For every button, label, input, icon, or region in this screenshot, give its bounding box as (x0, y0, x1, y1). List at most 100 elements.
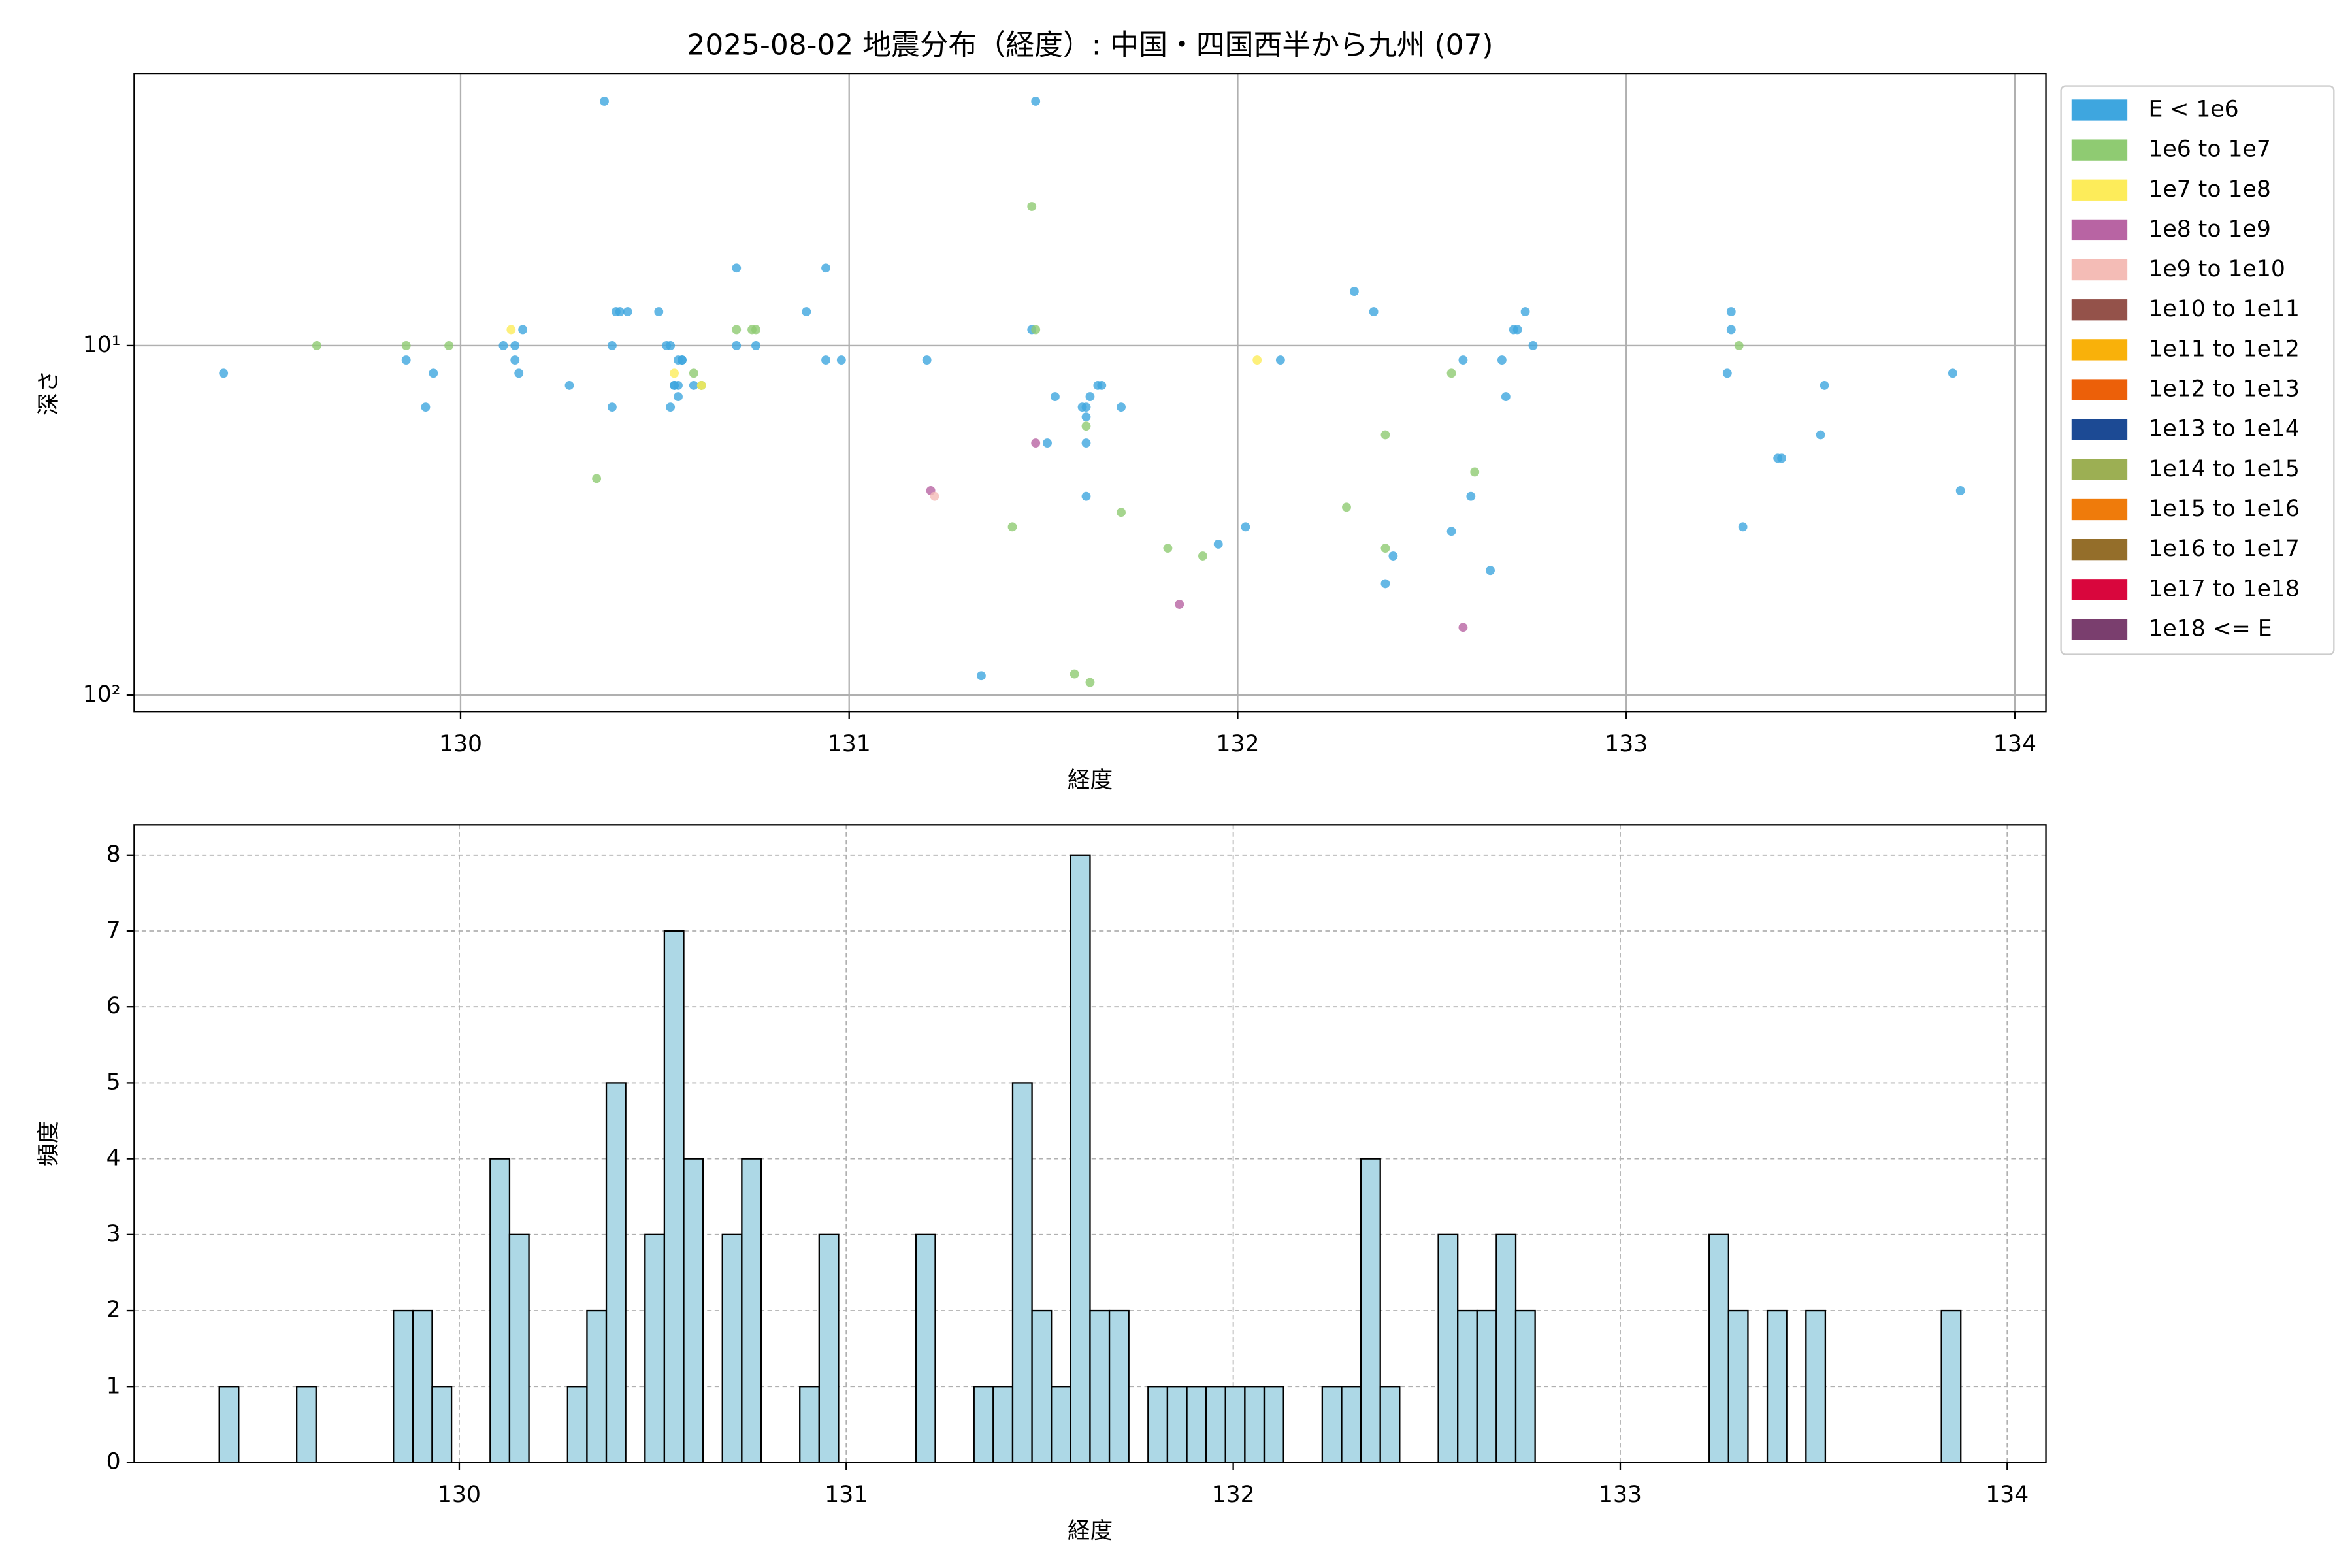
point (1085, 392, 1095, 402)
point (732, 325, 742, 335)
x-tick-label: 130 (439, 731, 482, 757)
point (1726, 307, 1736, 317)
point (1070, 669, 1079, 679)
x-tick-label: 133 (1599, 1482, 1642, 1508)
point (444, 341, 454, 350)
point (1213, 539, 1223, 549)
x-tick-label: 131 (828, 731, 871, 757)
point (1081, 438, 1091, 448)
bar (296, 1386, 317, 1463)
legend-label: 1e18 <= E (2148, 615, 2272, 642)
bar (1514, 1309, 1536, 1463)
y-tick-label: 10² (83, 681, 121, 708)
bar (1108, 1309, 1130, 1463)
bar (1341, 1386, 1362, 1463)
point (506, 325, 516, 335)
bar (1495, 1233, 1517, 1463)
bar (1321, 1386, 1343, 1463)
bar (799, 1386, 820, 1463)
bar (721, 1233, 743, 1463)
x-axis-label: 経度 (1068, 1518, 1113, 1544)
point (751, 341, 760, 350)
bar (1708, 1233, 1729, 1463)
point (1031, 325, 1041, 335)
bar (586, 1309, 608, 1463)
point (1380, 579, 1390, 589)
bar (508, 1233, 530, 1463)
bar (393, 1309, 414, 1463)
bar (973, 1386, 994, 1463)
point (836, 355, 846, 365)
y-tick-label: 10¹ (83, 332, 121, 358)
bar (1089, 1309, 1111, 1463)
point (401, 341, 411, 350)
point (1501, 392, 1511, 402)
y-tick-label: 6 (106, 993, 121, 1019)
point (1252, 355, 1262, 365)
bar (218, 1386, 240, 1463)
point (732, 341, 742, 350)
legend-swatch (2071, 419, 2128, 440)
point (312, 341, 321, 350)
x-tick-label: 132 (1216, 731, 1259, 757)
bar (683, 1158, 704, 1463)
y-tick-label: 1 (106, 1373, 121, 1399)
point (1380, 544, 1390, 553)
point (510, 341, 520, 350)
point (821, 263, 830, 273)
point (802, 307, 811, 317)
point (1198, 551, 1207, 561)
bar (1263, 1386, 1284, 1463)
bar (1805, 1309, 1827, 1463)
bar (412, 1309, 433, 1463)
point (608, 402, 617, 412)
point (1512, 325, 1522, 335)
point (666, 402, 676, 412)
point (1081, 402, 1091, 412)
bar (663, 930, 685, 1463)
point (615, 307, 625, 317)
point (1955, 486, 1965, 495)
legend-swatch (2071, 339, 2128, 361)
legend-label: 1e11 to 1e12 (2148, 336, 2299, 362)
bar (818, 1233, 840, 1463)
bar (1379, 1386, 1401, 1463)
y-tick-label: 8 (106, 841, 121, 868)
point (1081, 421, 1091, 431)
bar (1727, 1309, 1749, 1463)
axes-frame (133, 73, 2047, 713)
bar (992, 1386, 1014, 1463)
bar (1940, 1309, 1962, 1463)
point (1722, 368, 1732, 378)
point (1486, 566, 1495, 576)
legend-swatch (2071, 539, 2128, 561)
bar (1070, 854, 1091, 1463)
y-tick-label: 0 (106, 1448, 121, 1475)
point (1097, 380, 1107, 390)
bar (566, 1386, 588, 1463)
legend-swatch (2071, 579, 2128, 600)
legend-label: 1e13 to 1e14 (2148, 416, 2299, 442)
bar (915, 1233, 936, 1463)
point (1043, 438, 1052, 448)
point (514, 368, 524, 378)
y-tick-label: 2 (106, 1297, 121, 1323)
bar (1360, 1158, 1381, 1463)
point (1820, 380, 1829, 390)
point (1446, 368, 1456, 378)
point (1816, 430, 1825, 440)
point (1528, 341, 1538, 350)
bar (1437, 1233, 1459, 1463)
x-tick-label: 131 (825, 1482, 868, 1508)
point (696, 380, 706, 390)
point (1458, 355, 1468, 365)
bar (1147, 1386, 1169, 1463)
point (1726, 325, 1736, 335)
bar (1031, 1309, 1053, 1463)
legend-swatch (2071, 139, 2128, 161)
point (1520, 307, 1530, 317)
point (600, 97, 609, 106)
